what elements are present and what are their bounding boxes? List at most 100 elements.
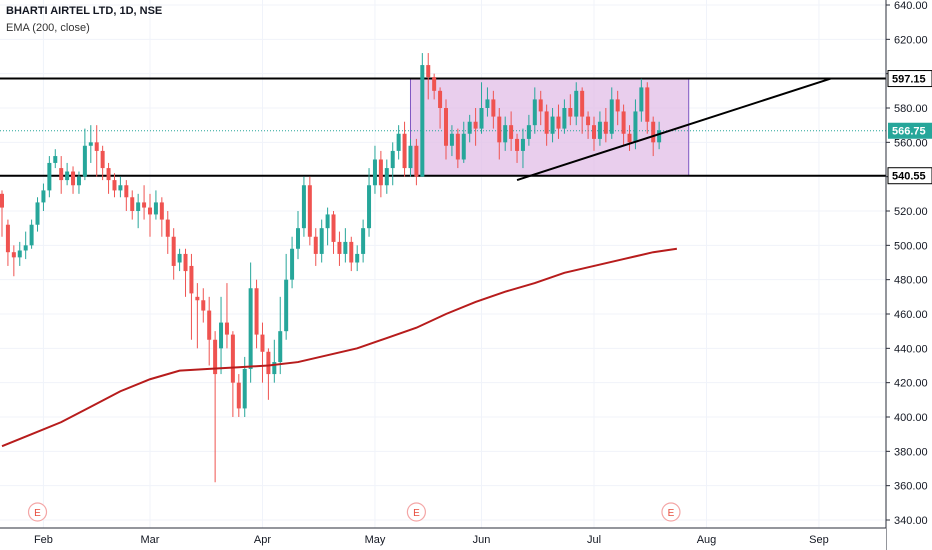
candle-body-down — [331, 214, 336, 242]
candle-body-down — [645, 87, 650, 122]
candle-body-down — [515, 138, 520, 151]
candle-body-up — [325, 214, 330, 229]
candle-body-down — [165, 219, 170, 237]
time-axis-label: Mar — [141, 534, 160, 546]
candle-body-up — [609, 99, 614, 134]
candle-body-up — [136, 202, 141, 211]
candle-body-down — [159, 202, 164, 220]
candle-body-down — [230, 334, 235, 383]
candle-body-up — [390, 150, 395, 169]
candle-body-up — [503, 125, 508, 143]
candle-body-down — [106, 168, 111, 181]
candle-body-up — [532, 99, 537, 126]
candle-body-down — [651, 121, 656, 143]
candle-body-down — [195, 296, 200, 301]
candle-body-up — [118, 185, 123, 191]
candle-body-down — [615, 99, 620, 112]
candle-body-up — [219, 322, 224, 349]
earnings-marker-label: E — [413, 508, 420, 519]
price-axis-label: 500.00 — [894, 240, 928, 252]
candle-body-up — [35, 202, 40, 225]
candle-body-down — [568, 108, 573, 117]
candle-body-up — [153, 202, 158, 215]
candle-body-up — [550, 116, 555, 134]
candle-body-down — [414, 145, 419, 177]
candle-body-down — [497, 116, 502, 143]
candle-body-up — [420, 65, 425, 177]
candle-body-up — [242, 368, 247, 409]
support-price-tag: 540.55 — [892, 171, 926, 183]
price-axis-label: 480.00 — [894, 275, 928, 287]
candle-body-down — [130, 197, 135, 211]
candle-body-up — [248, 288, 253, 369]
candle-body-up — [520, 138, 525, 151]
candle-body-down — [603, 121, 608, 134]
price-axis-label: 640.00 — [894, 0, 928, 12]
candle-body-down — [544, 111, 549, 134]
candle-body-up — [23, 245, 28, 251]
candle-body-down — [426, 65, 431, 78]
candle-body-down — [94, 142, 99, 151]
candle-body-down — [455, 133, 460, 160]
support-price-tag-bg — [887, 167, 932, 185]
candle-body-down — [71, 171, 76, 186]
candle-body-up — [562, 108, 567, 129]
candle-body-up — [82, 145, 87, 177]
time-axis-label: Jul — [587, 534, 601, 546]
time-axis-bg — [0, 528, 886, 550]
candle-body-up — [479, 108, 484, 129]
candle-body-down — [142, 202, 147, 208]
candle-body-down — [112, 180, 117, 191]
time-axis-label: Jun — [473, 534, 491, 546]
candle-body-down — [337, 241, 342, 254]
candle-body-up — [597, 121, 602, 139]
last-price-tag: 566.75 — [892, 126, 926, 138]
price-axis-label: 340.00 — [894, 515, 928, 527]
candle-body-down — [207, 310, 212, 340]
candle-body-down — [592, 125, 596, 139]
candle-body-down — [580, 90, 585, 117]
earnings-marker-label: E — [34, 508, 41, 519]
candle-body-up — [47, 162, 52, 191]
price-axis-label: 400.00 — [894, 412, 928, 424]
resistance-price-tag: 597.15 — [892, 74, 926, 86]
candle-body-up — [319, 228, 324, 254]
ascending-trendline — [516, 77, 832, 182]
earnings-marker-label: E — [668, 508, 675, 519]
candle-body-down — [183, 253, 188, 272]
candle-body-down — [556, 116, 561, 129]
candle-body-up — [639, 87, 644, 112]
candle-body-up — [272, 362, 277, 375]
candle-body-down — [621, 111, 626, 134]
candle-body-down — [260, 334, 265, 352]
candle-body-down — [148, 207, 152, 215]
candle-body-up — [29, 224, 34, 246]
candle-body-down — [402, 133, 407, 169]
time-axis-label: Feb — [34, 534, 53, 546]
candle-body-up — [361, 228, 366, 254]
candle-body-up — [574, 90, 579, 117]
chart-symbol-title: BHARTI AIRTEL LTD, 1D, NSE — [6, 5, 163, 17]
candle-body-up — [301, 185, 306, 229]
candle-body-up — [355, 253, 360, 263]
candle-body-down — [378, 159, 383, 186]
candle-body-down — [627, 133, 632, 143]
price-axis-label: 360.00 — [894, 481, 928, 493]
price-axis-label: 580.00 — [894, 103, 928, 115]
price-axis-label: 620.00 — [894, 34, 928, 46]
candle-body-up — [278, 331, 283, 363]
price-axis-label: 380.00 — [894, 446, 928, 458]
candle-body-down — [11, 252, 16, 258]
candle-body-down — [444, 108, 448, 146]
candle-body-up — [372, 159, 377, 186]
candle-body-down — [349, 241, 354, 263]
candle-body-up — [41, 190, 46, 203]
time-axis-label: May — [365, 534, 386, 546]
candle-body-up — [88, 142, 93, 146]
price-axis-bg — [886, 0, 932, 550]
price-axis-label: 440.00 — [894, 343, 928, 355]
candle-body-up — [449, 133, 454, 146]
candle-body-down — [224, 322, 229, 335]
candle-body-up — [53, 156, 58, 163]
